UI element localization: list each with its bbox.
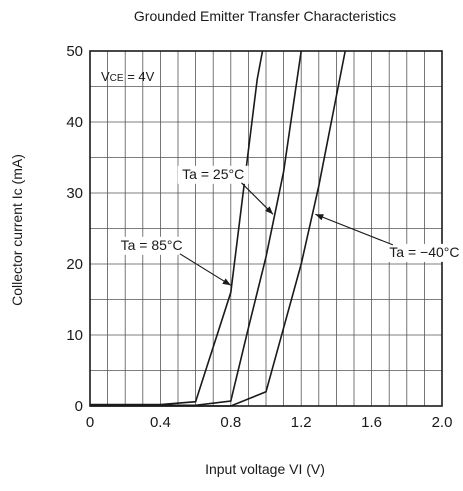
annotations: Ta = 25°C Ta = 85°C Ta = −40°C <box>116 165 463 286</box>
annotation-arrow-line <box>315 213 394 246</box>
x-tick-label: 0.8 <box>220 414 241 431</box>
annotation-arrow-line <box>179 253 232 286</box>
series-line <box>90 50 264 406</box>
y-tick-label: 50 <box>66 43 83 60</box>
x-tick-label: 2.0 <box>432 414 453 431</box>
annotation-label: Ta = −40°C <box>389 244 459 260</box>
x-tick-label: 0.4 <box>150 414 171 431</box>
series-line <box>90 50 346 407</box>
annotation-label-background <box>177 165 249 184</box>
x-tick-label: 1.6 <box>361 414 382 431</box>
y-tick-label: 0 <box>75 398 83 415</box>
x-tick-label: 1.2 <box>291 414 312 431</box>
y-tick-label: 30 <box>66 185 83 202</box>
annotation-arrow-head <box>222 278 231 286</box>
annotation-arrow-head <box>265 206 274 215</box>
x-axis-label: Input voltage VI (V) <box>205 461 325 477</box>
plot-frame <box>89 50 443 407</box>
x-tick-label: 0 <box>86 414 94 431</box>
x-tick-labels: 0 0.4 0.8 1.2 1.6 2.0 <box>86 414 453 431</box>
y-axis-label: Collector current Ic (mA) <box>9 154 25 306</box>
annotation-label: Ta = 25°C <box>182 166 244 182</box>
annotation-label: Ta = 85°C <box>121 237 183 253</box>
series-lines <box>90 50 346 407</box>
annotation-label-background <box>385 243 463 262</box>
y-tick-label: 40 <box>66 114 83 131</box>
annotation-label-background <box>116 236 187 255</box>
annotation-arrow-head <box>315 214 324 221</box>
y-tick-label: 10 <box>66 327 83 344</box>
chart-title: Grounded Emitter Transfer Characteristic… <box>134 8 396 24</box>
condition-label: VCE = 4V <box>101 69 155 84</box>
grid-lines <box>90 51 442 406</box>
y-tick-label: 20 <box>66 256 83 273</box>
y-tick-labels: 0 10 20 30 40 50 <box>66 43 83 415</box>
